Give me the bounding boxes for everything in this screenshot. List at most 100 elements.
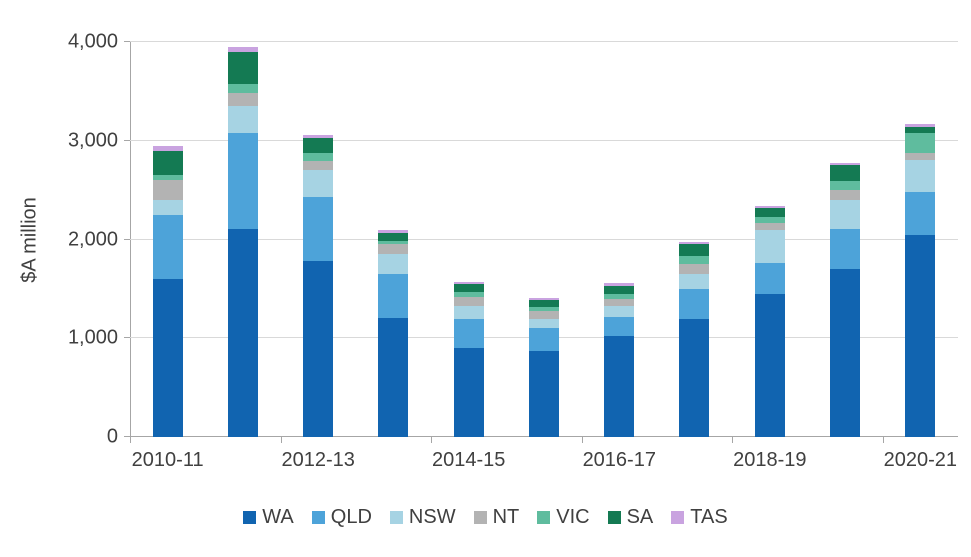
bar-segment-SA xyxy=(378,232,409,241)
bar-segment-NSW xyxy=(453,305,484,319)
bar-segment-QLD xyxy=(679,288,710,319)
y-tick-mark xyxy=(124,139,130,141)
bar-segment-TAS xyxy=(152,145,183,151)
bar-slot-2018-19 xyxy=(732,42,807,437)
bar-segment-WA xyxy=(679,318,710,437)
bar-segment-TAS xyxy=(604,282,635,286)
stacked-bar-2020-21 xyxy=(905,42,936,437)
bar-segment-NSW xyxy=(378,254,409,275)
bar-segment-QLD xyxy=(604,316,635,337)
bar-segment-SA xyxy=(152,150,183,176)
legend-item-SA: SA xyxy=(607,506,654,529)
x-tick-mark xyxy=(130,437,131,443)
bar-segment-NT xyxy=(152,180,183,200)
bar-segment-NT xyxy=(830,190,861,201)
x-tick-label-2020-21: 2020-21 xyxy=(883,449,958,471)
legend-label-SA: SA xyxy=(626,506,654,528)
bar-segment-NT xyxy=(679,264,710,275)
y-tick-mark xyxy=(124,238,130,240)
bar-slot-2014-15 xyxy=(431,42,506,437)
bar-segment-WA xyxy=(528,351,559,437)
bar-segment-TAS xyxy=(303,134,334,138)
stacked-bar-2010-11 xyxy=(152,42,183,437)
bar-segment-SA xyxy=(679,244,710,257)
bar-segment-VIC xyxy=(152,175,183,181)
bar-segment-NSW xyxy=(679,274,710,289)
bar-segment-VIC xyxy=(679,256,710,265)
bar-segment-WA xyxy=(754,293,785,437)
bar-segment-NT xyxy=(528,310,559,319)
bar-segment-SA xyxy=(754,207,785,217)
bar-slot-2013-14 xyxy=(356,42,431,437)
x-tick-label-2012-13: 2012-13 xyxy=(281,449,355,471)
bar-segment-QLD xyxy=(905,192,936,235)
bar-segment-WA xyxy=(227,228,258,437)
stacked-bar-2017-18 xyxy=(679,42,710,437)
legend-label-QLD: QLD xyxy=(330,506,372,528)
plot-area xyxy=(124,41,958,443)
bar-segment-NSW xyxy=(905,159,936,193)
x-tick-mark xyxy=(882,437,884,443)
x-tick-mark xyxy=(581,437,583,443)
stacked-bar-2012-13 xyxy=(303,42,334,437)
bar-segment-SA xyxy=(303,137,334,153)
legend-swatch-SA xyxy=(607,511,621,524)
stacked-bar-2018-19 xyxy=(754,42,785,437)
bar-segment-QLD xyxy=(754,263,785,294)
bar-segment-TAS xyxy=(905,124,936,127)
legend-label-TAS: TAS xyxy=(690,506,728,528)
bar-segment-NSW xyxy=(604,305,635,317)
y-tick-mark xyxy=(124,436,130,437)
bar-segment-NT xyxy=(303,160,334,171)
bar-segment-TAS xyxy=(830,162,861,166)
bar-segment-WA xyxy=(378,317,409,437)
bar-segment-WA xyxy=(830,269,861,437)
bar-segment-QLD xyxy=(152,214,183,279)
bar-slot-2012-13 xyxy=(281,42,356,437)
bar-segment-TAS xyxy=(754,205,785,208)
legend-item-NT: NT xyxy=(473,506,520,529)
bar-slot-2010-11 xyxy=(130,42,205,437)
x-tick-label-2018-19: 2018-19 xyxy=(733,449,807,471)
x-axis-tick-labels: 2010-11 2012-13 2014-15 2016-17 2018-19 2020-… xyxy=(130,449,958,475)
gridline-3000 xyxy=(130,139,958,141)
bar-segment-VIC xyxy=(528,306,559,311)
y-tick-label: 0 xyxy=(106,425,118,448)
bar-segment-VIC xyxy=(303,152,334,161)
y-tick-label: 3,000 xyxy=(67,129,118,152)
stacked-bar-2014-15 xyxy=(453,42,484,437)
bar-segment-VIC xyxy=(453,291,484,297)
bar-segment-NT xyxy=(604,298,635,306)
bar-segment-SA xyxy=(604,285,635,294)
bar-segment-SA xyxy=(905,126,936,133)
bar-segment-NT xyxy=(905,152,936,160)
bar-segment-TAS xyxy=(378,229,409,233)
x-tick-mark xyxy=(431,437,433,443)
stacked-bar-2011-12 xyxy=(227,42,258,437)
legend-swatch-TAS xyxy=(671,511,685,524)
bar-segment-NSW xyxy=(152,200,183,215)
legend-label-NT: NT xyxy=(492,506,520,528)
legend-swatch-VIC xyxy=(537,511,551,524)
x-tick-mark xyxy=(280,437,282,443)
bar-segment-NSW xyxy=(227,106,258,133)
x-tick-label-2010-11: 2010-11 xyxy=(131,449,204,471)
stacked-bar-2019-20 xyxy=(830,42,861,437)
bars-row xyxy=(130,42,958,437)
bar-segment-NSW xyxy=(303,170,334,198)
bar-segment-TAS xyxy=(453,282,484,284)
legend-item-QLD: QLD xyxy=(311,506,372,529)
bar-segment-SA xyxy=(453,283,484,292)
stacked-bar-2013-14 xyxy=(378,42,409,437)
stacked-bar-2015-16 xyxy=(528,42,559,437)
y-tick-label: 1,000 xyxy=(67,326,118,349)
bar-slot-2017-18 xyxy=(657,42,732,437)
legend-label-WA: WA xyxy=(262,506,294,528)
y-tick-label: 4,000 xyxy=(67,30,118,53)
gridline-4000 xyxy=(130,41,958,42)
bar-segment-NT xyxy=(378,244,409,255)
legend-item-TAS: TAS xyxy=(671,506,728,529)
bar-segment-TAS xyxy=(679,241,710,245)
bar-segment-WA xyxy=(303,261,334,437)
